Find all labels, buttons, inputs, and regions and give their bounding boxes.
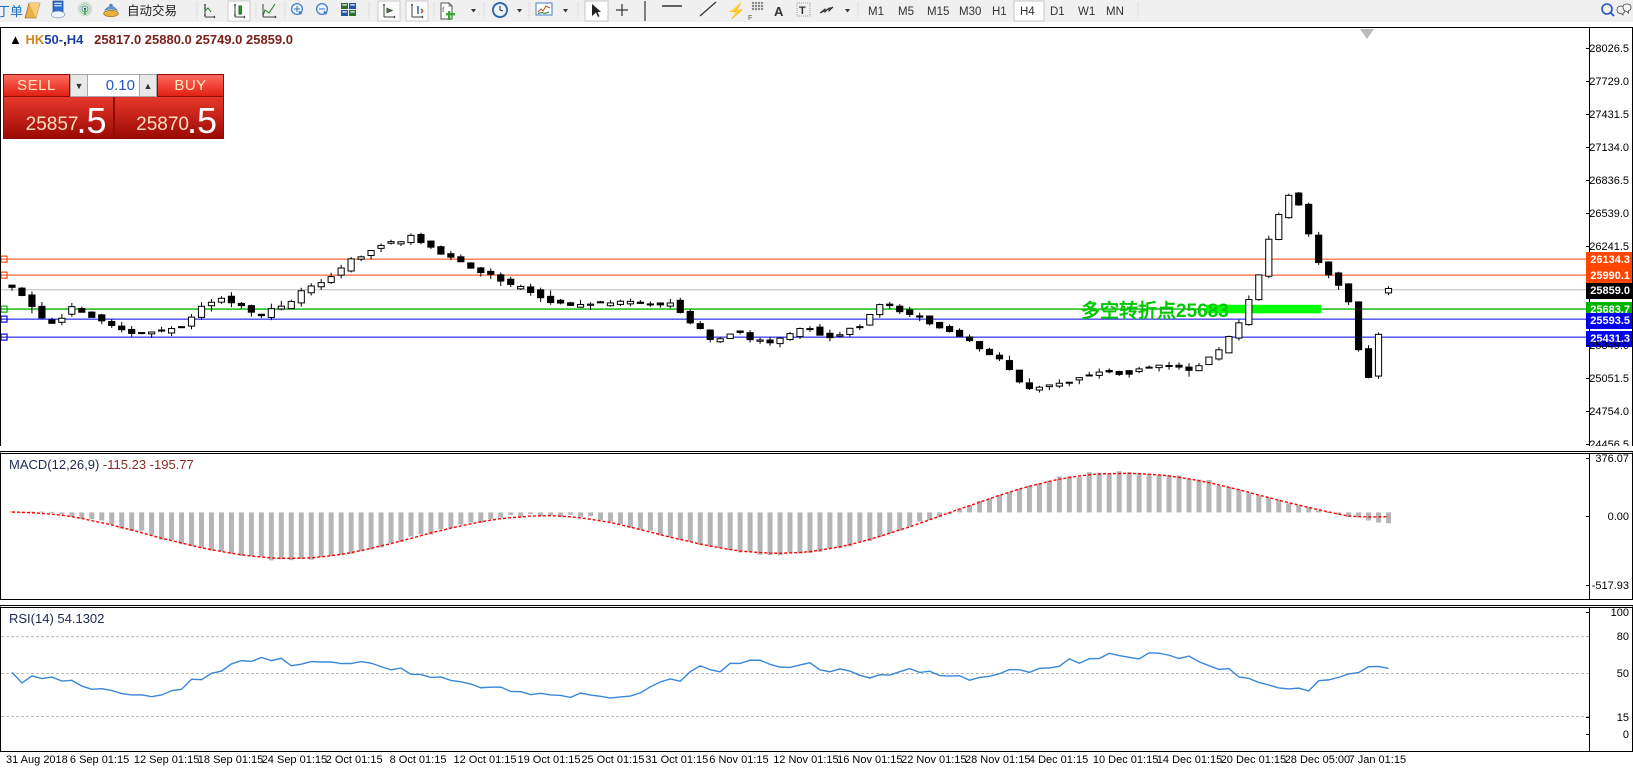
svg-text:M15: M15	[927, 6, 949, 18]
svg-text:丁单: 丁单	[0, 4, 23, 19]
svg-text:自动交易: 自动交易	[127, 3, 177, 18]
svg-text:H4: H4	[1020, 6, 1035, 18]
svg-text:⚡: ⚡	[727, 2, 746, 20]
svg-text:M30: M30	[959, 6, 981, 18]
svg-text:M1: M1	[868, 6, 884, 18]
svg-text:M5: M5	[898, 6, 914, 18]
svg-text:W1: W1	[1078, 6, 1095, 18]
svg-text:F: F	[748, 15, 752, 22]
svg-text:H1: H1	[992, 6, 1007, 18]
svg-text:T: T	[799, 5, 806, 17]
svg-text:D1: D1	[1050, 6, 1065, 18]
svg-text:A: A	[774, 4, 784, 19]
svg-text:MN: MN	[1106, 6, 1124, 18]
